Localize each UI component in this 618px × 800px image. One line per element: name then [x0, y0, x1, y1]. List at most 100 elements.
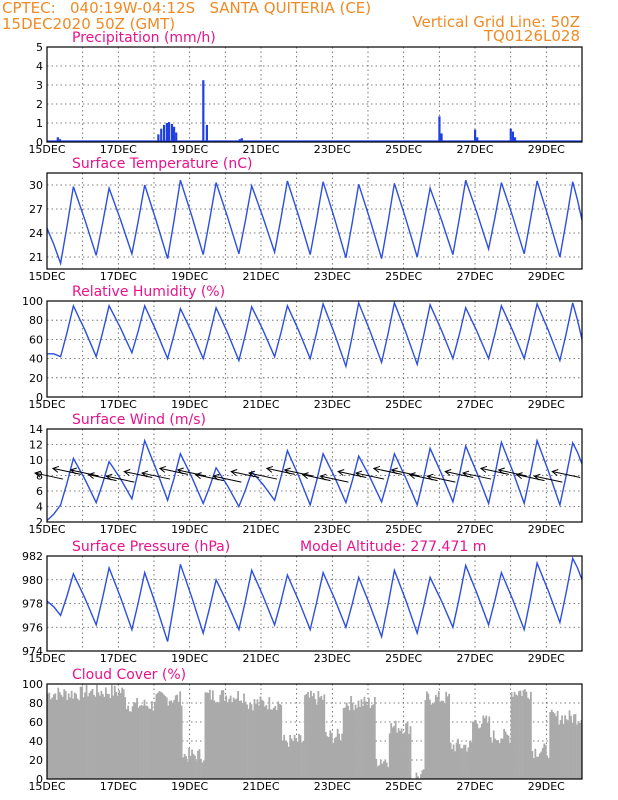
cloud-bar: [564, 715, 566, 779]
cloud-bar: [417, 776, 419, 779]
cloud-bar: [362, 705, 364, 779]
panel-title: Surface Temperature (nC): [72, 156, 253, 172]
cloud-bar: [378, 765, 381, 779]
cloud-bar: [116, 695, 119, 779]
cloud-bar: [237, 690, 240, 779]
cloud-bar: [365, 701, 367, 779]
wind-arrow: [159, 467, 188, 475]
cloud-bar: [107, 693, 110, 779]
cloud-bar: [527, 697, 529, 779]
x-tick-label: 27DEC: [456, 652, 493, 665]
cloud-bar: [198, 749, 201, 779]
cloud-bar: [446, 696, 449, 779]
cloud-bar: [142, 705, 144, 779]
cloud-bar: [78, 700, 80, 779]
precip-bar: [172, 126, 176, 142]
x-tick-label: 25DEC: [385, 523, 422, 536]
cloud-bar: [489, 737, 492, 779]
cloud-bar: [232, 697, 235, 779]
wind-arrow: [498, 469, 527, 477]
cloud-bar: [216, 701, 219, 779]
cloud-bar: [219, 694, 222, 779]
cloud-bar: [449, 742, 452, 779]
cloud-bar: [348, 710, 351, 779]
wind-arrow: [462, 472, 492, 480]
cloud-bar: [338, 733, 341, 779]
cloud-bar: [151, 701, 153, 779]
cloud-bar: [225, 695, 228, 779]
cloud-bar: [290, 738, 293, 779]
cloud-bar: [452, 744, 455, 779]
cloud-bar: [258, 705, 260, 779]
cloud-bar: [326, 736, 329, 779]
wind-arrow: [141, 472, 171, 480]
x-tick-label: 25DEC: [385, 398, 422, 411]
cloud-bar: [49, 699, 52, 779]
cloud-bar: [455, 742, 458, 779]
cloud-bar: [428, 699, 431, 779]
y-tick-label: 21: [29, 251, 43, 264]
cloud-bar: [266, 709, 269, 779]
cloud-bar: [131, 706, 134, 779]
y-tick-label: 80: [29, 697, 43, 710]
cloud-bar: [179, 691, 182, 779]
cloud-bar: [72, 698, 75, 779]
cloud-bar: [170, 700, 173, 779]
wind-arrow-head: [301, 472, 309, 480]
cloud-bar: [531, 751, 534, 779]
x-tick-label: 23DEC: [314, 270, 351, 283]
cloud-bar: [145, 705, 147, 779]
precip-bar: [476, 137, 479, 142]
y-tick-label: 0: [36, 773, 43, 786]
x-tick-label: 27DEC: [456, 270, 493, 283]
cloud-bar: [399, 730, 401, 779]
cloud-bar: [534, 748, 537, 779]
cloud-bar: [189, 755, 192, 779]
cloud-bar: [329, 730, 332, 779]
cloud-bar: [469, 740, 471, 779]
precip-bar: [474, 129, 477, 142]
cloud-bar: [51, 697, 54, 779]
cloud-bar: [158, 691, 161, 779]
cloud-bar: [388, 733, 391, 779]
x-tick-label: 21DEC: [242, 398, 279, 411]
cloud-bar: [525, 691, 528, 779]
cloud-bar: [341, 733, 344, 779]
wind-arrow-head: [355, 470, 363, 478]
cloud-bar: [445, 691, 448, 779]
cloud-bar: [206, 692, 208, 779]
wind-arrow: [445, 471, 474, 479]
wind-arrow: [70, 469, 99, 477]
cloud-bar: [79, 686, 82, 779]
cloud-bar: [90, 690, 92, 779]
cloud-bar: [238, 700, 241, 779]
cloud-bar: [292, 741, 294, 779]
wind-arrow: [355, 472, 385, 480]
cloud-bar: [519, 690, 522, 779]
cloud-bar: [130, 711, 133, 779]
x-tick-label: 15DEC: [28, 523, 65, 536]
cloud-bar: [480, 723, 483, 779]
cloud-bar: [223, 700, 226, 779]
y-tick-label: 4: [36, 60, 43, 73]
cloud-bar: [208, 689, 211, 779]
cloud-bar: [498, 743, 501, 779]
x-tick-label: 17DEC: [100, 652, 137, 665]
cloud-bar: [535, 756, 538, 779]
x-tick-label: 27DEC: [456, 398, 493, 411]
x-tick-label: 17DEC: [100, 780, 137, 793]
y-tick-label: 2: [36, 98, 43, 111]
cloud-bar: [203, 760, 205, 779]
x-tick-label: 19DEC: [171, 143, 208, 156]
cloud-bar: [521, 695, 523, 779]
cloud-bar: [152, 710, 155, 779]
cloud-bar: [128, 711, 131, 779]
x-tick-label: 21DEC: [242, 143, 279, 156]
cloud-bar: [84, 692, 86, 779]
cloud-bar: [97, 692, 100, 779]
cloud-bar: [431, 702, 434, 779]
cloud-bar: [547, 758, 550, 779]
cloud-bar: [540, 751, 543, 779]
cloud-bar: [543, 743, 546, 779]
cloud-bar: [156, 692, 159, 779]
